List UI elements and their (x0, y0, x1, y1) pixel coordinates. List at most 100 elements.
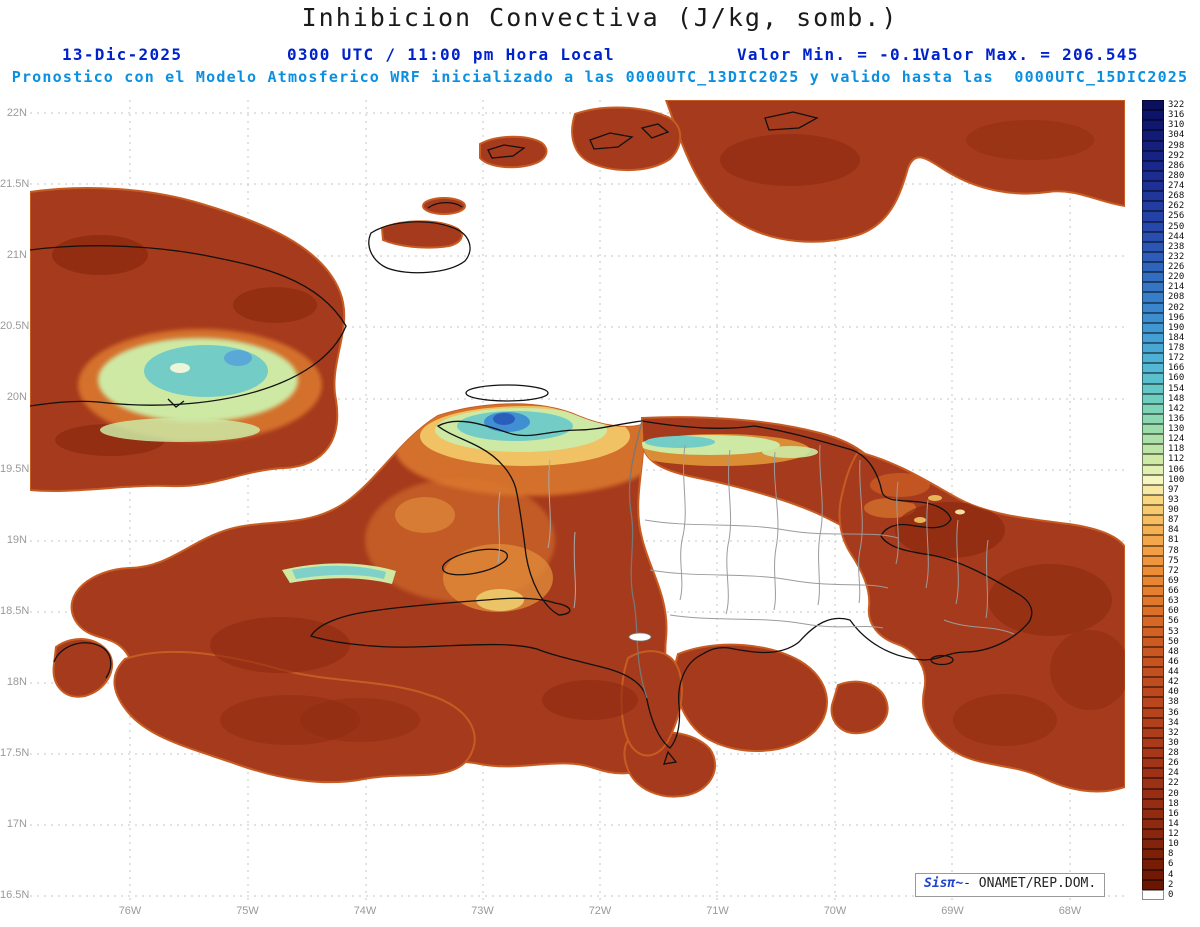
colorbar-cell (1142, 251, 1164, 263)
colorbar-cell (1142, 282, 1164, 293)
colorbar-cell (1142, 505, 1164, 516)
texture-haiti (210, 404, 665, 742)
colorbar-value: 148 (1168, 393, 1185, 404)
lon-label: 69W (941, 905, 964, 917)
lat-label: 18N (6, 675, 27, 688)
colorbar-value: 72 (1168, 565, 1179, 576)
colorbar-value: 81 (1168, 535, 1179, 546)
texture-east (870, 473, 1125, 746)
turks-cay-2 (640, 123, 670, 139)
texture-cuba (52, 235, 322, 456)
value-min-label: Valor Min. = -0.1 (737, 45, 923, 64)
colorbar-cell (1142, 332, 1164, 344)
colorbar-cell (1142, 474, 1164, 485)
lat-label: 20.5N (0, 320, 30, 333)
lat-label: 18.5N (0, 604, 30, 617)
colorbar-value: 14 (1168, 818, 1179, 829)
colorbar-cell (1142, 646, 1164, 657)
field-turks (571, 106, 682, 171)
field-jamaica-tip (52, 638, 113, 698)
colorbar-value: 84 (1168, 525, 1179, 536)
valid-date: 13-Dic-2025 (62, 45, 183, 64)
lat-label: 21.5N (0, 178, 30, 191)
colorbar-value: 220 (1168, 272, 1185, 283)
colorbar-value: 292 (1168, 150, 1185, 161)
colorbar-value: 48 (1168, 646, 1179, 657)
colorbar-value: 202 (1168, 302, 1185, 313)
colorbar-cell (1142, 737, 1164, 749)
colorbar-cell (1142, 829, 1164, 840)
turks-cay-1 (589, 132, 634, 150)
lat-label: 16.5N (0, 889, 30, 902)
colorbar-cell (1142, 413, 1164, 425)
colorbar-value: 238 (1168, 241, 1185, 252)
colorbar-value: 166 (1168, 363, 1185, 374)
colorbar-value: 250 (1168, 221, 1185, 232)
colorbar-value: 244 (1168, 231, 1185, 242)
caicos-cay (487, 144, 526, 159)
little-inagua-outline (427, 201, 463, 209)
colorbar-cell (1142, 586, 1164, 597)
colorbar-cell (1142, 656, 1164, 668)
colorbar-cell (1142, 687, 1164, 698)
colorbar-cell (1142, 353, 1164, 364)
colorbar-value: 118 (1168, 444, 1185, 455)
colorbar-cell (1142, 272, 1164, 283)
colorbar-value: 184 (1168, 332, 1185, 343)
colorbar-labels: 322 316 310 304 298 292 286 280 274 268 262 256 250 2… (1168, 100, 1198, 900)
colorbar-cell (1142, 130, 1164, 141)
colorbar-cell (1142, 535, 1164, 546)
admin-borders (497, 420, 1015, 699)
colorbar-value: 0 (1168, 889, 1174, 900)
colorbar-cell (1142, 525, 1164, 536)
colorbar-cell (1142, 454, 1164, 465)
value-max-label: Valor Max. = 206.545 (920, 45, 1139, 64)
colorbar-cell (1142, 636, 1164, 647)
field-cays (479, 135, 548, 169)
lon-label: 72W (588, 905, 612, 917)
colorbar-value: 60 (1168, 606, 1179, 617)
colorbar-value: 36 (1168, 707, 1179, 718)
colorbar-value: 214 (1168, 282, 1185, 293)
colorbar-cell (1142, 808, 1164, 819)
colorbar-value: 136 (1168, 413, 1185, 424)
colorbar-cell (1142, 292, 1164, 303)
lon-label: 71W (706, 905, 729, 917)
lon-label: 70W (823, 905, 847, 917)
colorbar-cell (1142, 150, 1164, 161)
colorbar-cell (1142, 302, 1164, 313)
colorbar-value: 310 (1168, 120, 1185, 131)
colorbar-cell (1142, 778, 1164, 789)
valid-time: 0300 UTC / 11:00 pm Hora Local (287, 45, 615, 64)
colorbar-value: 34 (1168, 717, 1179, 728)
colorbar-value: 268 (1168, 191, 1185, 202)
colorbar-value: 75 (1168, 555, 1179, 566)
saona-island (930, 654, 954, 666)
colorbar-cell (1142, 140, 1164, 151)
colorbar-value: 112 (1168, 454, 1185, 465)
texture-north-dr (642, 434, 916, 518)
colorbar-value: 4 (1168, 869, 1174, 880)
colorbar-cell (1142, 393, 1164, 404)
colorbar-value: 322 (1168, 100, 1185, 110)
map-canvas (30, 100, 1125, 900)
lon-label: 68W (1058, 905, 1082, 917)
colorbar-value: 22 (1168, 778, 1179, 789)
mayaguana-outline (764, 111, 819, 131)
colorbar-value: 66 (1168, 586, 1179, 597)
colorbar-cell (1142, 363, 1164, 374)
colorbar-cell (1142, 343, 1164, 354)
colorbar-value: 90 (1168, 505, 1179, 516)
colorbar-cell (1142, 879, 1164, 890)
colorbar-value: 56 (1168, 616, 1179, 627)
colorbar-value: 40 (1168, 687, 1179, 698)
lon-label: 75W (236, 905, 259, 917)
colorbar-cell (1142, 424, 1164, 435)
lon-label: 76W (118, 905, 142, 917)
colorbar-value: 63 (1168, 596, 1179, 607)
colorbar-cell (1142, 748, 1164, 759)
colorbar-value: 124 (1168, 434, 1185, 445)
colorbar-value: 32 (1168, 727, 1179, 738)
field-cay-small (422, 197, 466, 215)
colorbar-value: 262 (1168, 201, 1185, 212)
